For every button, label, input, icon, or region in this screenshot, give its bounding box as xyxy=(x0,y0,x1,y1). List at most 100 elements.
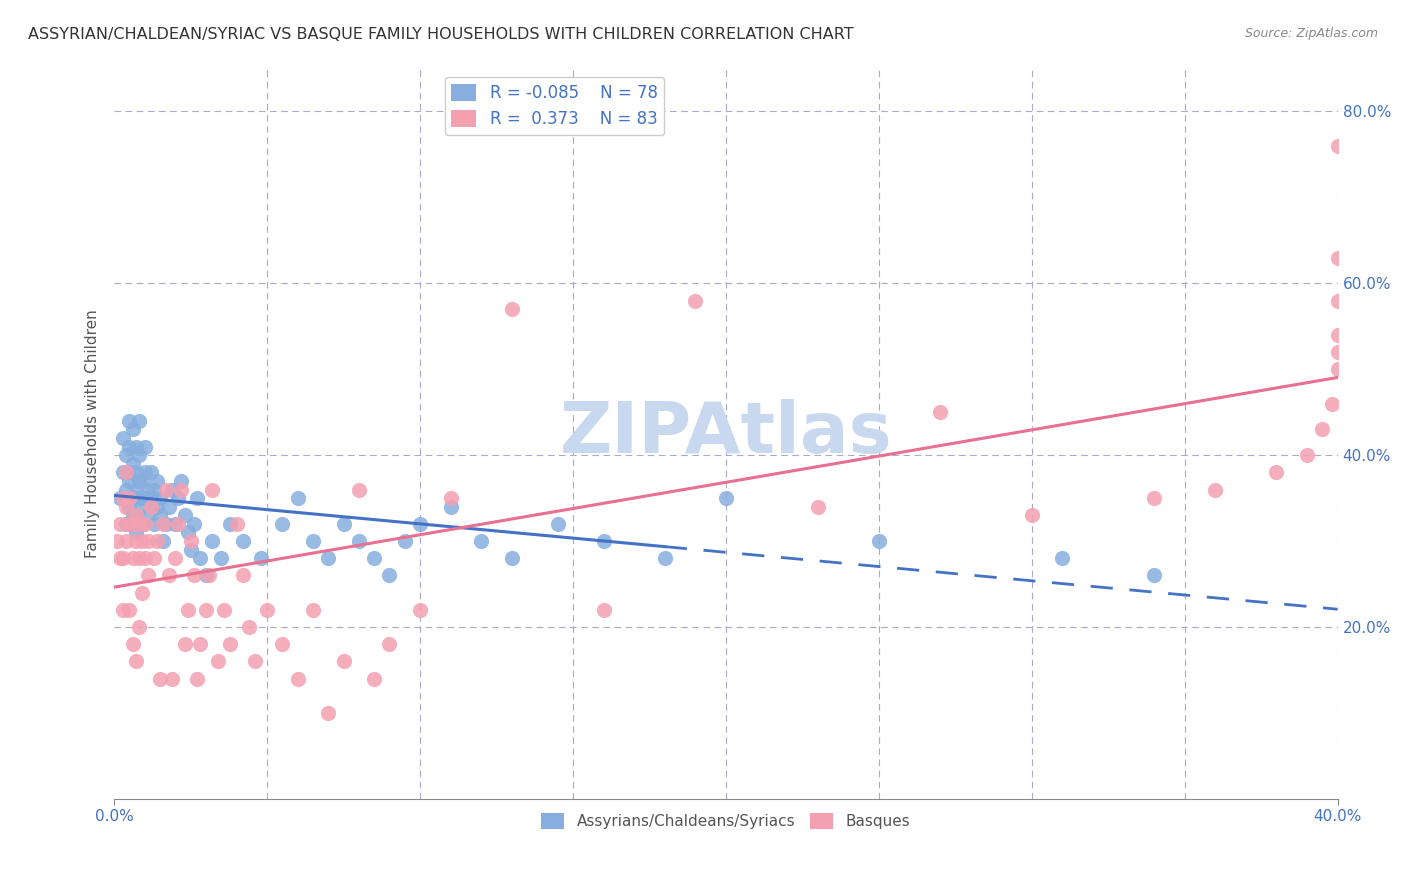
Point xyxy=(112,431,135,445)
Point xyxy=(547,516,569,531)
Point xyxy=(131,534,153,549)
Point xyxy=(287,672,309,686)
Point xyxy=(110,491,132,505)
Point xyxy=(112,491,135,505)
Point xyxy=(287,491,309,505)
Point xyxy=(121,508,143,523)
Point xyxy=(1326,139,1348,153)
Point xyxy=(134,466,156,480)
Point xyxy=(654,551,676,566)
Point xyxy=(115,516,138,531)
Point xyxy=(243,654,266,668)
Point xyxy=(183,516,205,531)
Point xyxy=(118,414,141,428)
Point xyxy=(250,551,273,566)
Point xyxy=(219,516,242,531)
Point xyxy=(409,603,432,617)
Point xyxy=(157,500,180,514)
Point xyxy=(685,293,707,308)
Point xyxy=(142,551,165,566)
Point xyxy=(124,534,146,549)
Point xyxy=(1021,508,1043,523)
Point xyxy=(118,516,141,531)
Point xyxy=(134,551,156,566)
Point xyxy=(1312,422,1334,436)
Point xyxy=(173,637,195,651)
Point xyxy=(167,491,190,505)
Point xyxy=(188,637,211,651)
Point xyxy=(128,414,150,428)
Point xyxy=(170,474,193,488)
Point xyxy=(868,534,890,549)
Point xyxy=(112,466,135,480)
Text: ASSYRIAN/CHALDEAN/SYRIAC VS BASQUE FAMILY HOUSEHOLDS WITH CHILDREN CORRELATION C: ASSYRIAN/CHALDEAN/SYRIAC VS BASQUE FAMIL… xyxy=(28,27,853,42)
Point xyxy=(232,568,254,582)
Point xyxy=(186,491,208,505)
Point xyxy=(256,603,278,617)
Point xyxy=(592,534,614,549)
Point xyxy=(214,603,236,617)
Point xyxy=(131,500,153,514)
Point xyxy=(332,516,354,531)
Point xyxy=(155,483,177,497)
Point xyxy=(146,474,169,488)
Point xyxy=(149,672,172,686)
Point xyxy=(139,500,162,514)
Point xyxy=(118,603,141,617)
Point xyxy=(105,534,128,549)
Point xyxy=(128,551,150,566)
Point xyxy=(173,508,195,523)
Point xyxy=(146,500,169,514)
Point xyxy=(149,491,172,505)
Point xyxy=(162,672,184,686)
Point xyxy=(176,603,198,617)
Point xyxy=(118,491,141,505)
Point xyxy=(347,534,370,549)
Point xyxy=(121,422,143,436)
Point xyxy=(134,440,156,454)
Point xyxy=(121,551,143,566)
Point xyxy=(378,568,401,582)
Point xyxy=(121,457,143,471)
Point xyxy=(1320,396,1343,410)
Point xyxy=(378,637,401,651)
Point xyxy=(124,483,146,497)
Point xyxy=(1326,327,1348,342)
Point xyxy=(219,637,242,651)
Point xyxy=(121,491,143,505)
Point xyxy=(180,534,202,549)
Point xyxy=(188,551,211,566)
Point xyxy=(115,466,138,480)
Point xyxy=(139,466,162,480)
Point xyxy=(440,491,463,505)
Point xyxy=(118,500,141,514)
Point xyxy=(118,440,141,454)
Point xyxy=(136,508,159,523)
Point xyxy=(186,672,208,686)
Point xyxy=(157,568,180,582)
Y-axis label: Family Households with Children: Family Households with Children xyxy=(86,310,100,558)
Point xyxy=(131,474,153,488)
Point xyxy=(128,448,150,462)
Point xyxy=(209,551,232,566)
Point xyxy=(170,483,193,497)
Point xyxy=(1326,293,1348,308)
Point xyxy=(110,551,132,566)
Point xyxy=(128,620,150,634)
Point xyxy=(176,525,198,540)
Point xyxy=(501,551,523,566)
Point xyxy=(201,534,224,549)
Point xyxy=(112,603,135,617)
Point xyxy=(139,491,162,505)
Point xyxy=(1143,568,1166,582)
Point xyxy=(271,516,294,531)
Text: ZIPAtlas: ZIPAtlas xyxy=(560,400,893,468)
Point xyxy=(1296,448,1319,462)
Point xyxy=(146,534,169,549)
Point xyxy=(807,500,830,514)
Point xyxy=(155,516,177,531)
Point xyxy=(142,516,165,531)
Point xyxy=(115,534,138,549)
Point xyxy=(201,483,224,497)
Point xyxy=(929,405,952,419)
